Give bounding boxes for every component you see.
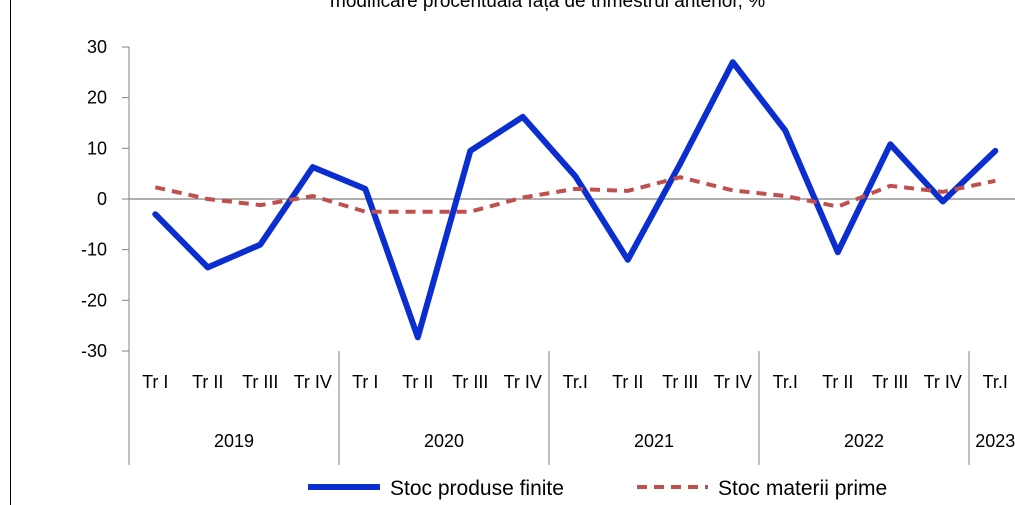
chart-frame bbox=[10, 0, 1015, 505]
year-label: 2022 bbox=[844, 431, 884, 451]
quarter-label: Tr II bbox=[402, 372, 433, 392]
series-line-1 bbox=[152, 59, 999, 341]
y-tick-label: -30 bbox=[81, 341, 107, 361]
y-tick-label: 20 bbox=[87, 88, 107, 108]
year-label: 2021 bbox=[634, 431, 674, 451]
year-label: 2019 bbox=[214, 431, 254, 451]
series-line-2 bbox=[154, 175, 996, 214]
quarter-label: Tr I bbox=[352, 372, 378, 392]
legend-label-2: Stoc materii prime bbox=[718, 477, 887, 500]
y-tick-label: 10 bbox=[87, 138, 107, 158]
legend: Stoc produse finite Stoc materii prime bbox=[308, 477, 887, 500]
y-tick-label: -10 bbox=[81, 240, 107, 260]
quarter-label: Tr III bbox=[662, 372, 698, 392]
quarter-label: Tr.I bbox=[563, 372, 588, 392]
quarter-label: Tr II bbox=[192, 372, 223, 392]
quarter-label: Tr IV bbox=[294, 372, 332, 392]
chart-title: modificare procentuală față de trimestru… bbox=[330, 0, 766, 12]
quarter-label: Tr III bbox=[872, 372, 908, 392]
series-layer bbox=[152, 59, 999, 341]
label-layer: 30 20 10 0 -10 -20 -30 2019 2020 2021 2022 2023 Tr I… bbox=[81, 37, 1015, 451]
y-tick-label: 0 bbox=[97, 189, 107, 209]
year-label: 2023 bbox=[975, 431, 1015, 451]
y-tick-label: 30 bbox=[87, 37, 107, 57]
quarter-label: Tr IV bbox=[924, 372, 962, 392]
quarter-label: Tr.I bbox=[983, 372, 1008, 392]
quarter-label: Tr.I bbox=[773, 372, 798, 392]
axes-layer bbox=[122, 46, 1015, 465]
y-tick-label: -20 bbox=[81, 290, 107, 310]
quarter-label: Tr IV bbox=[714, 372, 752, 392]
year-label: 2020 bbox=[424, 431, 464, 451]
quarter-label: Tr III bbox=[452, 372, 488, 392]
quarter-label: Tr IV bbox=[504, 372, 542, 392]
quarter-label: Tr II bbox=[612, 372, 643, 392]
quarter-label: Tr II bbox=[822, 372, 853, 392]
quarter-label: Tr I bbox=[142, 372, 168, 392]
legend-label-1: Stoc produse finite bbox=[390, 477, 564, 500]
quarter-label: Tr III bbox=[242, 372, 278, 392]
